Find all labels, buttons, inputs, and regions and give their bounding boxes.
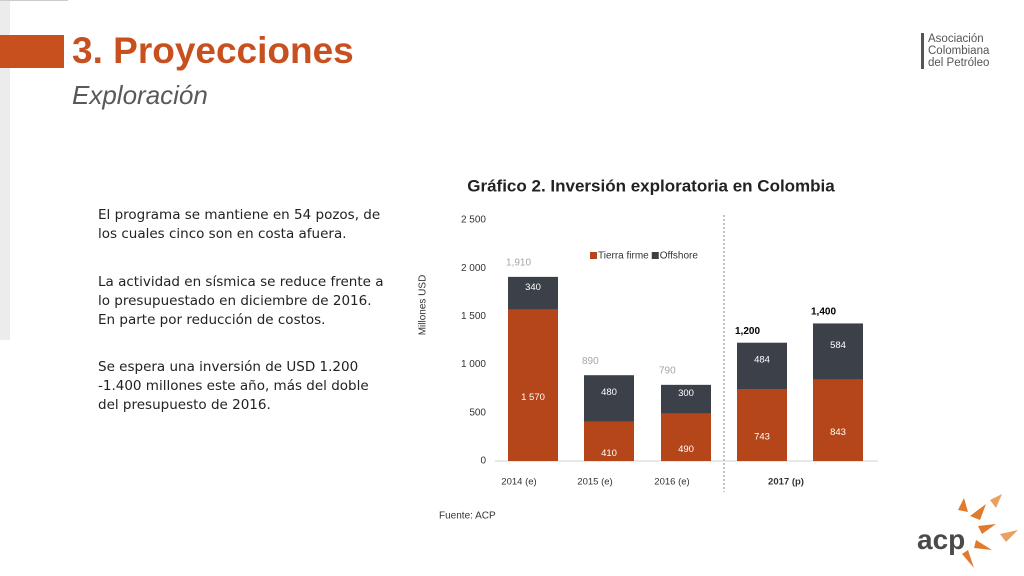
legend-label: Tierra firme bbox=[598, 251, 649, 262]
legend-swatch bbox=[590, 252, 597, 259]
value-label: 490 bbox=[678, 444, 694, 455]
bar-segment bbox=[584, 375, 634, 422]
logo-line: Colombiana bbox=[928, 45, 990, 57]
value-label: 410 bbox=[601, 448, 617, 459]
value-label: 340 bbox=[525, 282, 541, 293]
total-label: 790 bbox=[659, 365, 676, 376]
rule bbox=[0, 0, 68, 1]
x-tick-label: 2017 (p) bbox=[768, 477, 804, 488]
paragraph: El programa se mantiene en 54 pozos, de … bbox=[98, 207, 381, 242]
bar-segment bbox=[584, 421, 634, 461]
value-label: 1 570 bbox=[521, 392, 545, 403]
chart-title: Gráfico 2. Inversión exploratoria en Col… bbox=[467, 176, 835, 195]
value-label: 584 bbox=[830, 340, 846, 351]
logo-mark: acp bbox=[917, 524, 966, 555]
y-tick-label: 500 bbox=[469, 407, 486, 418]
bar-segment bbox=[813, 323, 863, 380]
x-tick-label: 2015 (e) bbox=[577, 477, 612, 488]
bar-segment bbox=[737, 342, 787, 390]
bar-segment bbox=[813, 379, 863, 461]
y-tick-label: 1 500 bbox=[461, 311, 486, 322]
side-bar bbox=[0, 0, 10, 340]
x-tick-label: 2014 (e) bbox=[501, 477, 536, 488]
legend-label: Offshore bbox=[660, 251, 699, 262]
bar-segment bbox=[661, 413, 711, 461]
value-label: 743 bbox=[754, 432, 770, 443]
paragraph: La actividad en sísmica se reduce frente… bbox=[98, 274, 384, 328]
slide-subtitle: Exploración bbox=[72, 80, 208, 110]
slide-title: 3. Proyecciones bbox=[72, 30, 354, 71]
value-label: 484 bbox=[754, 355, 770, 366]
total-label: 890 bbox=[582, 356, 599, 367]
logo-text: Asociación Colombiana del Petróleo bbox=[921, 33, 989, 69]
bar-segment bbox=[508, 309, 558, 461]
y-tick-label: 2 500 bbox=[461, 215, 486, 226]
y-tick-label: 2 000 bbox=[461, 263, 486, 274]
value-label: 480 bbox=[601, 387, 617, 398]
value-label: 843 bbox=[830, 427, 846, 438]
legend-swatch bbox=[651, 252, 659, 259]
total-label: 1,400 bbox=[811, 307, 836, 318]
total-label: 1,200 bbox=[735, 326, 760, 337]
source: Fuente: ACP bbox=[439, 511, 496, 522]
value-label: 300 bbox=[678, 388, 694, 399]
accent-block bbox=[0, 35, 64, 68]
y-tick-label: 0 bbox=[480, 456, 486, 467]
logo-rays bbox=[958, 494, 1018, 568]
logo-line: Asociación bbox=[928, 33, 984, 45]
bar-segment bbox=[661, 384, 711, 414]
paragraph: Se espera una inversión de USD 1.200 -1.… bbox=[98, 359, 369, 413]
bar-segment bbox=[508, 276, 558, 310]
logo-line: del Petróleo bbox=[928, 57, 990, 69]
y-axis-label: Millones USD bbox=[418, 275, 429, 336]
total-label: 1,910 bbox=[506, 258, 531, 269]
y-tick-label: 1 000 bbox=[461, 359, 486, 370]
x-tick-label: 2016 (e) bbox=[654, 477, 689, 488]
bar-segment bbox=[737, 389, 787, 461]
